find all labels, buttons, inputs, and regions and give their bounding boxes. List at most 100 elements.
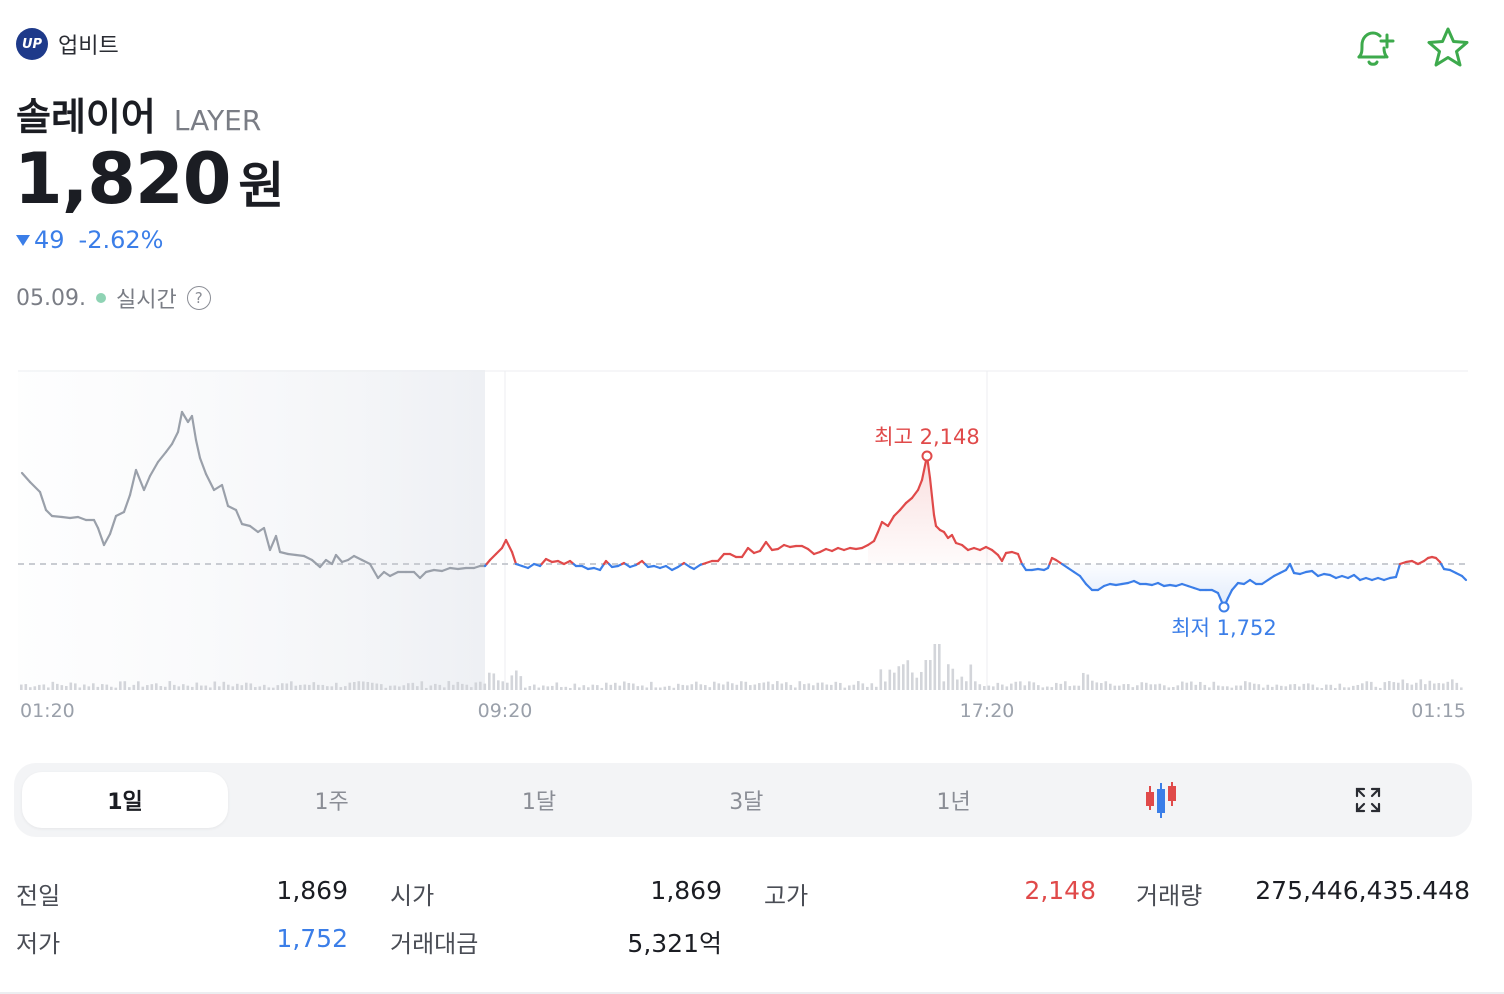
volume-bar: [749, 685, 752, 690]
price-segment: [598, 562, 606, 572]
help-icon[interactable]: ?: [186, 286, 211, 310]
tab-1y[interactable]: 1년: [936, 790, 971, 815]
previous-session-segment: [180, 410, 190, 424]
volume-bar: [402, 685, 406, 690]
volume-bar: [60, 685, 64, 690]
volume-bar: [1208, 687, 1211, 690]
change-percent: -2.62%: [78, 226, 164, 254]
tab-1m[interactable]: 1달: [521, 790, 557, 815]
price-segment: [1066, 566, 1076, 574]
down-triangle-icon: [16, 234, 30, 246]
volume-bar: [1154, 684, 1157, 690]
volume-bar: [24, 684, 28, 690]
volume-bar: [636, 686, 640, 690]
volume-bar: [1293, 684, 1297, 690]
volume-bar: [1059, 683, 1063, 690]
fullscreen-button[interactable]: [1265, 772, 1472, 828]
volume-bar: [411, 682, 415, 690]
volume-bar: [1163, 685, 1166, 690]
volume-bar: [902, 664, 905, 690]
volume-bar: [92, 683, 95, 690]
tab-3m[interactable]: 3달: [729, 790, 764, 815]
brand-name: 업비트: [58, 34, 119, 59]
volume-bar: [1410, 684, 1414, 690]
price-segment: [928, 476, 936, 517]
previous-session-segment: [286, 552, 298, 557]
price-segment: [892, 508, 902, 518]
volume-bar: [911, 672, 914, 690]
price-segment: [1226, 588, 1234, 600]
volume-bar: [1379, 687, 1382, 690]
x-tick-3: 01:15: [1411, 700, 1466, 722]
volume-bar: [708, 687, 712, 690]
volume-bar: [938, 644, 941, 690]
price-segment: [1346, 573, 1356, 580]
volume-bar: [650, 681, 653, 690]
volume-bar: [600, 687, 604, 690]
volume-bar: [429, 685, 433, 690]
volume-bar: [254, 687, 257, 690]
tab-1w[interactable]: 1주: [314, 790, 349, 815]
previous-session-segment: [102, 532, 112, 547]
volume-bar: [231, 686, 235, 690]
volume-bar: [209, 687, 212, 690]
price-segment: [1078, 574, 1088, 586]
price-chart[interactable]: 최고 2,148 최저 1,752 01:20 09:20 17:20 01:1…: [0, 340, 1504, 734]
bell-plus-icon[interactable]: [1350, 24, 1398, 72]
previous-session-segment: [310, 558, 322, 569]
volume-bar: [191, 686, 194, 690]
volume-value: 275,446,435.448: [1255, 876, 1470, 905]
volume-bar: [924, 660, 928, 690]
volume-bar: [240, 685, 244, 690]
volume-bar: [1100, 683, 1103, 690]
price-segment: [1248, 578, 1258, 586]
live-dot-icon: [95, 293, 106, 303]
volume-bar: [569, 687, 572, 690]
price-segment: [898, 501, 908, 512]
price-segment: [1020, 562, 1028, 572]
current-price: 1,820 원: [14, 138, 284, 220]
price-segment: [1278, 568, 1288, 575]
volume-bar: [42, 684, 46, 690]
volume-bar: [1271, 686, 1274, 690]
volume-bar: [848, 685, 851, 690]
volume-bars: [20, 644, 1463, 690]
price-segment: [876, 520, 884, 534]
volume-bar: [308, 684, 311, 690]
candlestick-button[interactable]: [1057, 772, 1264, 828]
volume-bar: [1082, 672, 1085, 690]
x-tick-0: 01:20: [20, 700, 75, 722]
volume-bar: [1118, 685, 1121, 690]
brand[interactable]: UP 업비트: [16, 28, 119, 60]
previous-session-segment: [456, 566, 468, 571]
volume-bar: [1392, 682, 1396, 690]
volume-bar: [605, 682, 608, 690]
volume-bar: [1077, 685, 1081, 690]
volume-bar: [888, 669, 892, 690]
previous-session-segment: [318, 558, 328, 569]
volume-bar: [299, 684, 302, 690]
volume-bar: [596, 685, 599, 690]
volume-bar: [150, 684, 154, 690]
previous-session-segment: [108, 514, 118, 536]
upbit-logo: UP: [16, 28, 48, 60]
volume-bar: [276, 685, 280, 690]
volume-bar: [825, 684, 829, 690]
previous-session-segment: [448, 566, 460, 571]
volume-bar: [335, 682, 338, 690]
star-icon[interactable]: [1424, 24, 1472, 72]
volume-bar: [767, 681, 770, 690]
previous-session-segment: [156, 450, 168, 464]
volume-bar: [582, 685, 586, 690]
coin-title: 솔레이어 LAYER: [16, 86, 261, 141]
volume-bar: [974, 681, 977, 690]
price-segment: [1288, 562, 1296, 575]
volume-bar: [443, 687, 446, 690]
volume-bar: [1005, 686, 1009, 690]
previous-session-segment: [128, 468, 138, 497]
volume-bar: [294, 685, 298, 690]
previous-session-segment: [20, 471, 32, 484]
volume-bar: [654, 687, 658, 690]
tab-1d[interactable]: 1일: [22, 772, 228, 828]
volume-bar: [1050, 687, 1054, 690]
